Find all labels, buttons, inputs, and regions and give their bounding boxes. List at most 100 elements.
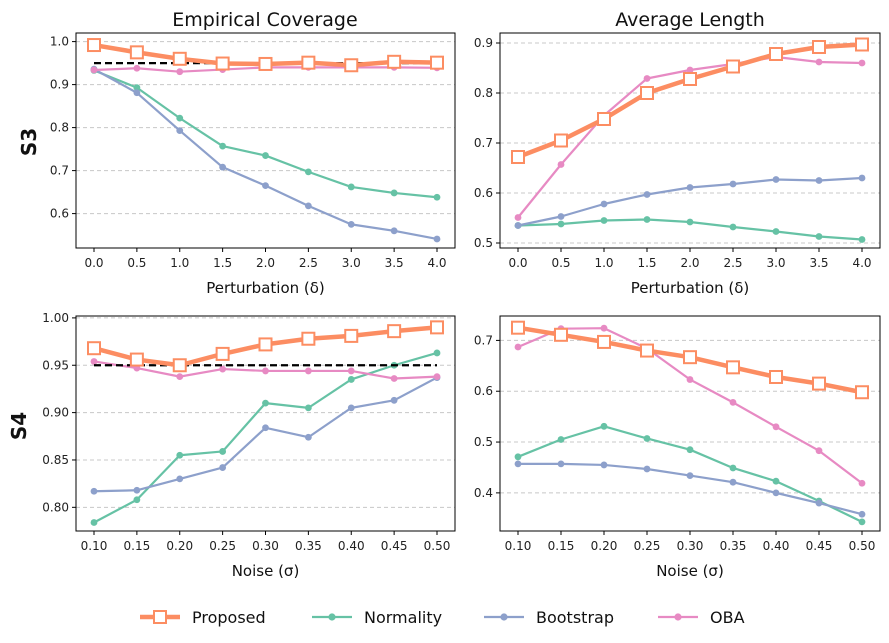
data-point <box>858 518 866 526</box>
series-normality <box>514 422 866 526</box>
data-point <box>215 346 230 361</box>
data-point <box>855 37 869 52</box>
data-point <box>729 399 737 406</box>
y-tick-label: 0.95 <box>42 358 69 372</box>
legend-label: Bootstrap <box>536 608 614 627</box>
data-point <box>215 56 230 71</box>
legend-label: OBA <box>710 608 745 627</box>
x-tick-label: 1.0 <box>170 256 189 270</box>
x-tick-label: 0.10 <box>505 539 532 553</box>
x-tick-label: 3.5 <box>809 256 828 270</box>
data-point <box>133 89 141 97</box>
y-tick-label: 1.0 <box>50 35 69 49</box>
data-point <box>176 127 184 135</box>
data-point <box>597 334 611 349</box>
legend-label: Proposed <box>192 608 266 627</box>
legend-marker <box>674 613 682 621</box>
data-point <box>511 320 525 335</box>
x-tick-label: 0.40 <box>763 539 790 553</box>
data-point <box>554 133 568 148</box>
data-point <box>514 214 522 221</box>
data-point <box>176 451 184 459</box>
legend-item-bootstrap: Bootstrap <box>484 608 614 627</box>
series-normality <box>90 349 441 526</box>
x-tick-label: 3.0 <box>342 256 361 270</box>
y-tick-label: 1.00 <box>42 311 69 325</box>
data-point <box>858 510 866 518</box>
data-point <box>772 477 780 485</box>
row-label-s4: S4 <box>7 412 31 440</box>
data-point <box>344 58 359 73</box>
data-point <box>262 367 269 375</box>
data-point <box>514 222 522 229</box>
y-tick-label: 0.9 <box>50 78 69 92</box>
y-tick-label: 0.80 <box>42 500 69 514</box>
data-point <box>347 367 355 375</box>
data-point <box>772 489 780 497</box>
data-point <box>262 424 269 432</box>
x-tick-label: 3.0 <box>766 256 785 270</box>
data-point <box>219 365 227 373</box>
y-tick-label: 0.85 <box>42 453 69 467</box>
y-tick-label: 0.6 <box>474 384 493 398</box>
x-tick-label: 0.50 <box>424 539 451 553</box>
data-point <box>815 177 823 184</box>
series-line-bootstrap <box>92 376 439 493</box>
data-point <box>133 486 141 494</box>
series-bootstrap <box>514 460 866 518</box>
series-oba <box>90 358 441 382</box>
x-axis-label: Noise (σ) <box>232 562 300 580</box>
x-axis-label: Perturbation (δ) <box>631 279 750 297</box>
data-point <box>347 220 355 228</box>
data-point <box>262 399 269 407</box>
x-tick-label: 4.0 <box>852 256 871 270</box>
data-point <box>597 112 611 126</box>
series-proposed <box>511 37 869 164</box>
data-point <box>90 487 98 495</box>
data-point <box>686 376 694 383</box>
data-point <box>643 75 651 82</box>
series-proposed <box>87 320 444 373</box>
series-proposed <box>511 320 869 400</box>
panel-s3-coverage: 0.6 0.7 0.8 0.9 1.0 0.0 0.5 1.0 1.5 2.0 2.5 3.0 3.5 4… <box>50 32 456 297</box>
data-point <box>304 367 312 375</box>
data-point <box>769 47 783 61</box>
x-tick-label: 0.40 <box>338 539 365 553</box>
legend-marker <box>328 613 336 621</box>
x-tick-label: 0.30 <box>252 539 279 553</box>
data-point <box>557 213 565 220</box>
panel-title-coverage: Empirical Coverage <box>172 9 357 31</box>
series-bootstrap <box>514 174 866 229</box>
data-point <box>557 161 565 168</box>
data-point <box>600 422 608 430</box>
data-point <box>90 519 98 526</box>
x-tick-label: 1.5 <box>637 256 656 270</box>
data-point <box>600 324 608 332</box>
data-point <box>858 479 866 487</box>
data-point <box>726 360 740 375</box>
data-point <box>643 191 651 198</box>
data-point <box>600 217 608 224</box>
data-point <box>729 464 737 472</box>
data-point <box>729 478 737 486</box>
x-tick-label: 0.25 <box>634 539 661 553</box>
legend-item-oba: OBA <box>658 608 745 627</box>
series-normality <box>90 67 441 201</box>
data-point <box>219 448 227 455</box>
data-point <box>304 202 312 210</box>
data-point <box>129 352 144 367</box>
y-tick-label: 0.4 <box>474 486 493 500</box>
data-point <box>433 349 441 357</box>
data-point <box>812 376 826 391</box>
data-point <box>344 328 359 343</box>
y-tick-label: 0.7 <box>474 333 493 347</box>
data-point <box>726 59 740 74</box>
data-point <box>176 373 184 381</box>
x-tick-label: 3.5 <box>385 256 404 270</box>
data-point <box>686 218 694 226</box>
data-point <box>683 72 697 86</box>
x-tick-label: 2.0 <box>680 256 699 270</box>
x-tick-label: 0.50 <box>849 539 876 553</box>
data-point <box>514 453 522 461</box>
x-tick-label: 0.5 <box>551 256 570 270</box>
